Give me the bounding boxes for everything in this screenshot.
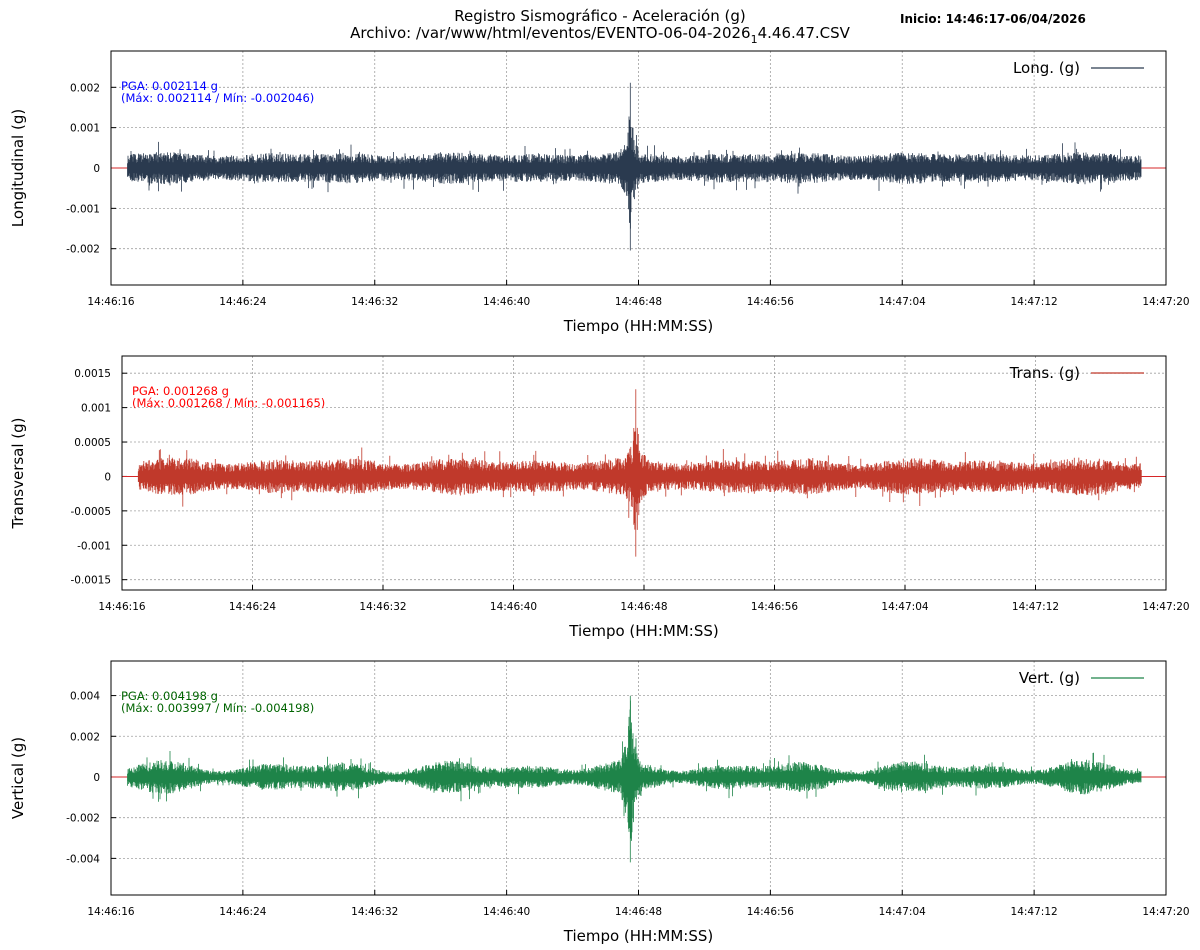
panel-3: 14:46:16 14:46:24 14:46:32 14:46:40 14:46:48…: [9, 660, 1190, 945]
series-line: [127, 695, 1142, 863]
x-tick-label: 14:47:12: [1011, 906, 1058, 918]
inicio-label: Inicio: 14:46:17-06/04/2026: [900, 12, 1086, 26]
x-tick-label: 14:47:04: [881, 601, 928, 613]
pga-label: PGA: 0.002114 g: [121, 79, 218, 93]
range-label: (Máx: 0.001268 / Mín: -0.001165): [132, 396, 325, 410]
y-tick-label: 0.0005: [74, 437, 111, 449]
series-line: [127, 82, 1142, 251]
x-tick-label: 14:46:24: [229, 601, 276, 613]
y-tick-label: 0.001: [81, 403, 111, 415]
x-axis-label: Tiempo (HH:MM:SS): [563, 927, 713, 945]
y-tick-label: -0.001: [77, 540, 111, 552]
y-tick-label: -0.001: [66, 203, 100, 215]
x-tick-label: 14:47:12: [1012, 601, 1059, 613]
chart-title-line2: Archivo: /var/www/html/eventos/EVENTO-06…: [350, 24, 851, 46]
pga-label: PGA: 0.004198 g: [121, 689, 218, 703]
y-tick-label: -0.0015: [70, 575, 111, 587]
series-line: [137, 389, 1142, 557]
y-tick-label: -0.002: [66, 244, 100, 256]
y-tick-label: 0: [104, 471, 111, 483]
x-tick-label: 14:46:24: [219, 296, 266, 308]
x-tick-label: 14:46:40: [490, 601, 537, 613]
x-tick-label: 14:46:48: [615, 296, 662, 308]
y-tick-label: 0.002: [70, 82, 100, 94]
pga-label: PGA: 0.001268 g: [132, 384, 229, 398]
y-axis-label: Vertical (g): [9, 737, 27, 819]
x-tick-label: 14:46:24: [219, 906, 266, 918]
legend-label: Vert. (g): [1019, 669, 1080, 687]
x-tick-label: 14:47:04: [879, 906, 926, 918]
y-tick-label: 0: [93, 772, 100, 784]
y-tick-label: 0.001: [70, 123, 100, 135]
plot-frame: [121, 355, 1167, 591]
legend-label: Trans. (g): [1009, 364, 1080, 382]
chart-title-line1: Registro Sismográfico - Aceleración (g): [454, 7, 745, 25]
plot-frame: [110, 50, 1167, 286]
panel-2: 14:46:16 14:46:24 14:46:32 14:46:40 14:46:48…: [9, 355, 1190, 640]
y-tick-label: 0: [93, 163, 100, 175]
x-tick-label: 14:46:16: [87, 296, 134, 308]
x-tick-label: 14:46:16: [98, 601, 145, 613]
y-tick-label: 0.002: [70, 731, 100, 743]
x-tick-label: 14:46:32: [351, 906, 398, 918]
x-tick-label: 14:46:16: [87, 906, 134, 918]
x-axis-label: Tiempo (HH:MM:SS): [568, 622, 718, 640]
x-tick-label: 14:46:40: [483, 906, 530, 918]
x-tick-label: 14:46:56: [747, 296, 794, 308]
x-tick-label: 14:46:40: [483, 296, 530, 308]
x-tick-label: 14:47:20: [1142, 906, 1189, 918]
y-axis-label: Transversal (g): [9, 417, 27, 529]
x-axis-label: Tiempo (HH:MM:SS): [563, 317, 713, 335]
y-tick-label: 0.0015: [74, 368, 111, 380]
plot-frame: [110, 660, 1167, 896]
x-tick-label: 14:46:48: [620, 601, 667, 613]
x-tick-label: 14:46:32: [351, 296, 398, 308]
x-tick-label: 14:46:56: [747, 906, 794, 918]
y-tick-label: 0.004: [70, 691, 100, 703]
x-tick-label: 14:47:20: [1142, 601, 1189, 613]
range-label: (Máx: 0.002114 / Mín: -0.002046): [121, 91, 314, 105]
y-axis-label: Longitudinal (g): [9, 109, 27, 227]
y-tick-label: -0.0005: [70, 506, 111, 518]
x-tick-label: 14:47:04: [879, 296, 926, 308]
x-tick-label: 14:46:32: [359, 601, 406, 613]
y-tick-label: -0.004: [66, 853, 100, 865]
x-tick-label: 14:46:48: [615, 906, 662, 918]
x-tick-label: 14:47:12: [1011, 296, 1058, 308]
range-label: (Máx: 0.003997 / Mín: -0.004198): [121, 701, 314, 715]
legend-label: Long. (g): [1013, 59, 1080, 77]
y-tick-label: -0.002: [66, 813, 100, 825]
panel-1: 14:46:16 14:46:24 14:46:32 14:46:40 14:46:48…: [9, 50, 1190, 335]
x-tick-label: 14:47:20: [1142, 296, 1189, 308]
x-tick-label: 14:46:56: [751, 601, 798, 613]
